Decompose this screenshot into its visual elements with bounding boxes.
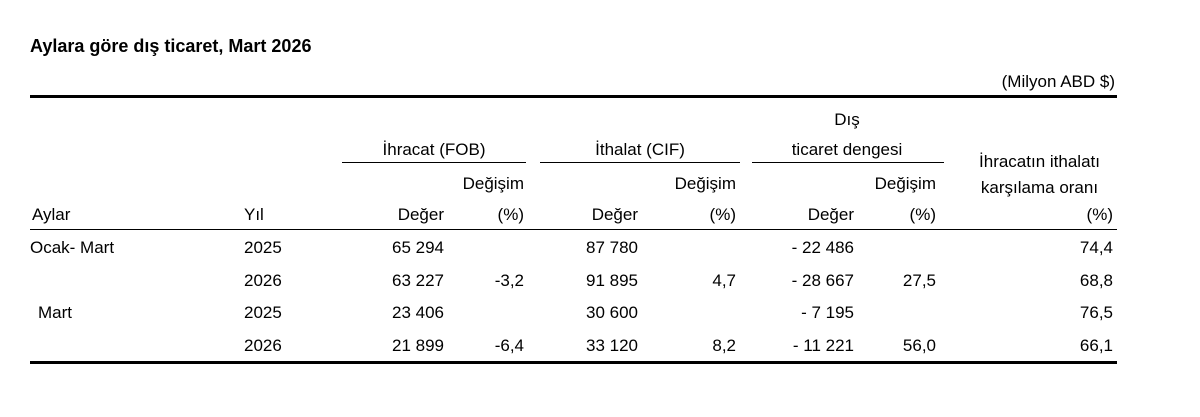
cell-balance-change: 27,5 [902,271,936,290]
header-months: Aylar [32,205,71,224]
cell-export-value: 63 227 [392,271,444,290]
cell-ratio: 66,1 [1079,336,1113,355]
header-balance-line2: ticaret dengesi [791,140,903,159]
cell-export-value: 23 406 [392,303,444,322]
cell-ratio: 76,5 [1079,303,1113,322]
cell-year: 2025 [244,303,282,322]
header-ratio-pct: (%) [1086,205,1113,224]
cell-export-change: -6,4 [494,336,524,355]
cell-period: Ocak- Mart [30,238,115,257]
header-balance-value: Değer [807,205,854,224]
cell-year: 2025 [244,238,282,257]
header-import-pct: (%) [709,205,736,224]
cell-balance-value: - 11 221 [792,336,854,355]
header-ratio-line1: İhracatın ithalatı [979,152,1100,171]
import-group-underline [540,162,740,163]
header-import-group: İthalat (CIF) [595,140,685,159]
cell-year: 2026 [244,271,282,290]
cell-period: Mart [38,303,72,322]
table-top-rule [30,95,1117,98]
header-balance-pct: (%) [909,205,936,224]
cell-ratio: 68,8 [1079,271,1113,290]
cell-import-value: 33 120 [586,336,638,355]
cell-balance-change: 56,0 [902,336,936,355]
cell-ratio: 74,4 [1079,238,1113,257]
header-import-change: Değişim [674,174,736,193]
header-export-change: Değişim [462,174,524,193]
cell-import-value: 91 895 [586,271,638,290]
balance-group-underline [752,162,944,163]
cell-import-change: 8,2 [712,336,736,355]
header-balance-change: Değişim [874,174,936,193]
header-balance-line1: Dış [834,110,860,129]
cell-balance-value: - 7 195 [801,303,854,322]
cell-export-value: 65 294 [392,238,444,257]
header-ratio-line2: karşılama oranı [980,178,1099,197]
table-bottom-rule [30,361,1117,364]
cell-import-value: 30 600 [586,303,638,322]
cell-balance-value: - 22 486 [791,238,854,257]
page-title: Aylara göre dış ticaret, Mart 2026 [30,36,312,56]
cell-export-value: 21 899 [392,336,444,355]
cell-year: 2026 [244,336,282,355]
header-export-pct: (%) [497,205,524,224]
header-year: Yıl [244,205,264,224]
header-export-value: Değer [397,205,444,224]
header-bottom-rule [30,229,1117,230]
cell-export-change: -3,2 [494,271,524,290]
header-export-group: İhracat (FOB) [382,140,486,159]
header-import-value: Değer [591,205,638,224]
cell-balance-value: - 28 667 [791,271,854,290]
export-group-underline [342,162,526,163]
cell-import-change: 4,7 [712,271,736,290]
cell-import-value: 87 780 [586,238,638,257]
unit-label: (Milyon ABD $) [1001,72,1115,91]
